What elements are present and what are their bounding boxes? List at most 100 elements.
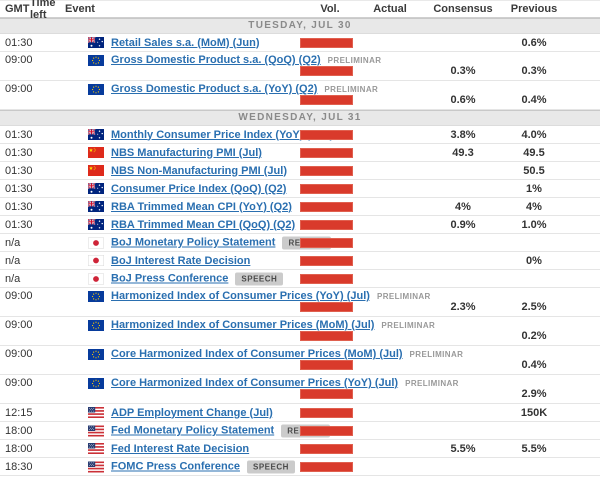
flag-japan-icon [88, 237, 104, 248]
event-link[interactable]: NBS Manufacturing PMI (Jul) [111, 146, 262, 159]
event-row: 09:00 Harmonized Index of Consumer Price… [0, 288, 600, 317]
previous-value: 5.5% [521, 442, 547, 455]
flag-eurozone-icon [88, 290, 104, 302]
event-link[interactable]: Consumer Price Index (QoQ) (Q2) [111, 182, 287, 195]
consensus-value: 3.8% [450, 128, 476, 141]
event-link[interactable]: RBA Trimmed Mean CPI (YoY) (Q2) [111, 200, 292, 213]
event-time-gmt: 09:00 [5, 290, 33, 302]
event-time-gmt: 01:30 [5, 200, 33, 213]
event-time-gmt: 01:30 [5, 182, 33, 195]
event-link[interactable]: NBS Non-Manufacturing PMI (Jul) [111, 164, 287, 177]
event-time-gmt: 01:30 [5, 128, 33, 141]
volatility-bar [300, 273, 353, 284]
event-time-gmt: 01:30 [5, 146, 33, 159]
event-link[interactable]: Retail Sales s.a. (MoM) (Jun) [111, 36, 260, 49]
event-row: 01:30 Consumer Price Index (QoQ) (Q2) 1% [0, 180, 600, 198]
event-link[interactable]: Core Harmonized Index of Consumer Prices… [111, 348, 403, 360]
event-row: 09:00 Core Harmonized Index of Consumer … [0, 346, 600, 375]
event-time-gmt: 18:00 [5, 442, 33, 455]
event-row: n/a BoJ Monetary Policy Statement REPORT [0, 234, 600, 252]
event-link[interactable]: RBA Trimmed Mean CPI (QoQ) (Q2) [111, 218, 296, 231]
previous-value: 0.6% [521, 36, 547, 49]
consensus-value: 0.9% [450, 218, 476, 231]
previous-value: 0% [526, 254, 542, 267]
event-time-gmt: 09:00 [5, 377, 33, 389]
event-main: FOMC Press Conference SPEECH [88, 460, 295, 473]
flag-australia-icon [88, 183, 104, 194]
volatility-bar [300, 37, 353, 48]
flag-china-icon [88, 165, 104, 176]
event-link[interactable]: ADP Employment Change (Jul) [111, 406, 273, 419]
event-row: 18:00 Fed Interest Rate Decision 5.5% 5.… [0, 440, 600, 458]
event-row: 09:00 Core Harmonized Index of Consumer … [0, 375, 600, 404]
event-time-gmt: 18:00 [5, 424, 33, 437]
volatility-bar [300, 302, 353, 312]
volatility-bar [300, 66, 353, 76]
event-time-gmt: 18:30 [5, 460, 33, 473]
event-time-gmt: 01:30 [5, 164, 33, 177]
column-header-consensus: Consensus [433, 3, 493, 15]
event-link[interactable]: Gross Domestic Product s.a. (QoQ) (Q2) [111, 54, 321, 66]
event-row: 12:15 ADP Employment Change (Jul) 150K [0, 404, 600, 422]
event-link[interactable]: Fed Monetary Policy Statement [111, 424, 275, 437]
event-type-badge: SPEECH [235, 272, 284, 285]
event-time-gmt: 09:00 [5, 83, 33, 95]
event-type-badge: SPEECH [246, 460, 295, 473]
event-link[interactable]: BoJ Interest Rate Decision [111, 254, 251, 267]
event-link[interactable]: Gross Domestic Product s.a. (YoY) (Q2) [111, 83, 318, 95]
volatility-bar [300, 331, 353, 341]
event-link[interactable]: Harmonized Index of Consumer Prices (MoM… [111, 319, 375, 331]
event-link[interactable]: Harmonized Index of Consumer Prices (YoY… [111, 290, 370, 302]
event-main: BoJ Press Conference SPEECH [88, 272, 284, 285]
previous-value: 4% [526, 200, 542, 213]
event-link[interactable]: BoJ Press Conference [111, 272, 229, 285]
event-main: Retail Sales s.a. (MoM) (Jun) [88, 37, 260, 49]
event-main: Core Harmonized Index of Consumer Prices… [88, 348, 463, 360]
consensus-value: 4% [455, 200, 471, 213]
previous-value: 0.3% [521, 65, 547, 77]
previous-value: 0.4% [521, 359, 547, 371]
event-main: NBS Non-Manufacturing PMI (Jul) [88, 165, 287, 177]
consensus-value: 2.3% [450, 301, 476, 313]
event-row: 09:00 Gross Domestic Product s.a. (YoY) … [0, 81, 600, 110]
event-row: 01:30 RBA Trimmed Mean CPI (QoQ) (Q2) 0.… [0, 216, 600, 234]
flag-japan-icon [88, 255, 104, 266]
preliminary-label: PRELIMINAR [409, 349, 464, 359]
event-main: RBA Trimmed Mean CPI (YoY) (Q2) [88, 201, 292, 213]
volatility-bar [300, 95, 353, 105]
event-row: n/a BoJ Press Conference SPEECH [0, 270, 600, 288]
event-link[interactable]: BoJ Monetary Policy Statement [111, 236, 276, 249]
day-label: TUESDAY, JUL 30 [248, 20, 352, 31]
column-header-gmt: GMT [5, 3, 30, 15]
day-header: TUESDAY, JUL 30 [0, 18, 600, 34]
flag-eurozone-icon [88, 377, 104, 389]
event-main: BoJ Monetary Policy Statement REPORT [88, 236, 331, 249]
event-time-gmt: 01:30 [5, 218, 33, 231]
consensus-value: 0.6% [450, 94, 476, 106]
event-main: Fed Interest Rate Decision [88, 443, 249, 455]
volatility-bar [300, 219, 353, 230]
column-header-time-left: Time left [30, 0, 56, 21]
column-header-event: Event [65, 3, 95, 15]
event-row: 09:00 Harmonized Index of Consumer Price… [0, 317, 600, 346]
event-link[interactable]: Monthly Consumer Price Index (YoY) (Jun) [111, 128, 334, 141]
event-row: 01:30 NBS Non-Manufacturing PMI (Jul) 50… [0, 162, 600, 180]
calendar-rows: TUESDAY, JUL 30 01:30 Retail Sales s.a. … [0, 18, 600, 476]
event-row: 01:30 NBS Manufacturing PMI (Jul) 49.3 4… [0, 144, 600, 162]
event-link[interactable]: Core Harmonized Index of Consumer Prices… [111, 377, 399, 389]
volatility-bar [300, 443, 353, 454]
event-main: Gross Domestic Product s.a. (YoY) (Q2) P… [88, 83, 378, 95]
previous-value: 1% [526, 182, 542, 195]
volatility-bar [300, 425, 353, 436]
event-main: ADP Employment Change (Jul) [88, 407, 273, 419]
volatility-bar [300, 129, 353, 140]
event-link[interactable]: Fed Interest Rate Decision [111, 442, 250, 455]
flag-united-states-icon [88, 407, 104, 418]
event-link[interactable]: FOMC Press Conference [111, 460, 240, 473]
event-main: RBA Trimmed Mean CPI (QoQ) (Q2) [88, 219, 295, 231]
previous-value: 2.9% [521, 388, 547, 400]
volatility-bar [300, 360, 353, 370]
consensus-value: 0.3% [450, 65, 476, 77]
column-header-vol: Vol. [320, 3, 340, 15]
